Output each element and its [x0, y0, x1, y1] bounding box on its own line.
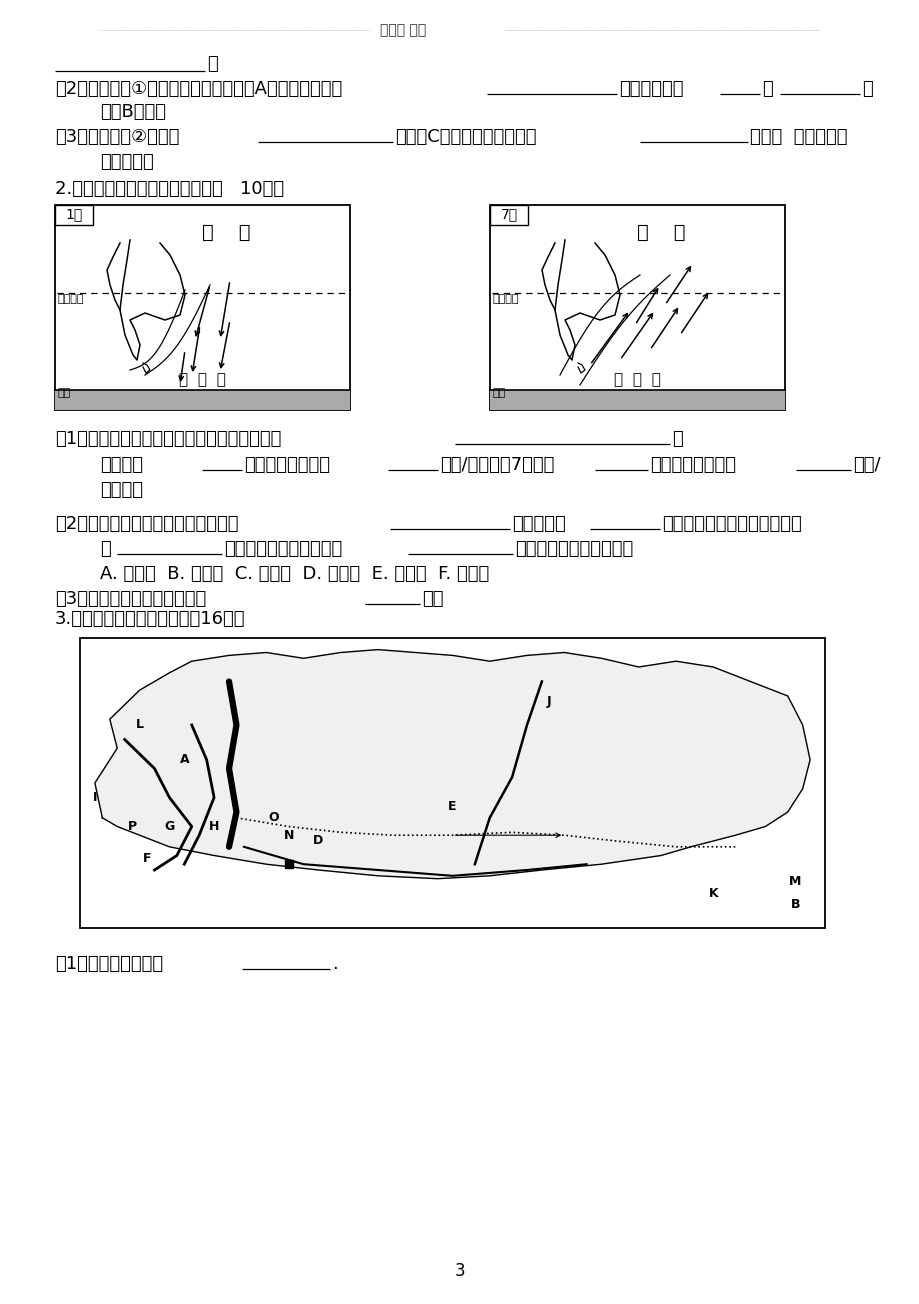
- Bar: [55, 205, 349, 409]
- Text: 赤道: 赤道: [58, 389, 71, 398]
- Text: H: H: [209, 820, 219, 833]
- Text: E: E: [448, 799, 456, 812]
- Text: O: O: [268, 811, 278, 824]
- Text: （字母）时会造成旱灾。: （字母）时会造成旱灾。: [515, 540, 632, 558]
- Text: 印  度  洋: 印 度 洋: [613, 372, 660, 387]
- Bar: [55, 205, 93, 226]
- Text: 亚    洲: 亚 洲: [201, 223, 250, 243]
- Text: 风: 风: [100, 540, 110, 558]
- Text: ，这是由于: ，这是由于: [512, 515, 565, 533]
- Text: 2.读《南亚季风风向》图，回答（   10分）: 2.读《南亚季风风向》图，回答（ 10分）: [55, 180, 284, 198]
- Text: （字母）时会造成洪灾，: （字母）时会造成洪灾，: [223, 540, 342, 558]
- Text: 雨）季。: 雨）季。: [100, 481, 142, 499]
- Bar: [490, 205, 784, 409]
- Text: （3）图中航线②可以从: （3）图中航线②可以从: [55, 128, 179, 146]
- Text: （2）目前威胁印度最大的气象灾害是: （2）目前威胁印度最大的气象灾害是: [55, 515, 238, 533]
- Text: 印  度  洋: 印 度 洋: [179, 372, 226, 387]
- Bar: [55, 390, 349, 409]
- Bar: [490, 205, 528, 226]
- Text: F: F: [142, 852, 151, 865]
- Text: 运河，可到达: 运河，可到达: [618, 80, 683, 98]
- Text: （矿产  ）到东亚的: （矿产 ）到东亚的: [749, 128, 846, 146]
- Text: 赤道: 赤道: [493, 389, 505, 398]
- Text: 。: 。: [671, 430, 682, 449]
- Text: （3）印度人口总量位居世界第: （3）印度人口总量位居世界第: [55, 589, 206, 608]
- Text: 。: 。: [861, 80, 872, 98]
- Text: 北回归线: 北回归线: [58, 295, 85, 304]
- Text: A: A: [179, 754, 189, 767]
- Polygon shape: [95, 649, 810, 879]
- Text: 风的活动不正常导致的。当该: 风的活动不正常导致的。当该: [662, 515, 800, 533]
- Text: D: D: [313, 835, 323, 848]
- Text: （1）印度以热带季风气候为主，其气候特点是: （1）印度以热带季风气候为主，其气候特点是: [55, 430, 281, 449]
- Text: 3.读俄罗斯图，回答问题。（16分）: 3.读俄罗斯图，回答问题。（16分）: [55, 610, 245, 629]
- Text: 1月: 1月: [65, 207, 83, 220]
- Text: A. 势力强  B. 势力弱  C. 来得早  D. 来得晚  E. 退得早  F. 退得晚: A. 势力强 B. 势力弱 C. 来得早 D. 来得晚 E. 退得早 F. 退得…: [100, 565, 489, 583]
- Text: （2）图中航线①从我国沿海出发，经过A海峡后，向西经: （2）图中航线①从我国沿海出发，经过A海峡后，向西经: [55, 80, 342, 98]
- Text: （早/: （早/: [852, 456, 879, 473]
- Text: J: J: [547, 695, 551, 708]
- Text: 北回归线: 北回归线: [493, 295, 519, 304]
- Text: I: I: [93, 792, 97, 805]
- Text: 7月: 7月: [500, 207, 517, 220]
- Text: 位。: 位。: [422, 589, 443, 608]
- Text: （国家）。: （国家）。: [100, 153, 153, 171]
- Text: P: P: [128, 820, 137, 833]
- Text: 一月盛行: 一月盛行: [100, 456, 142, 473]
- Text: N: N: [283, 829, 293, 841]
- Text: .: .: [332, 955, 337, 973]
- Text: 地区（C处海湾）运输大量的: 地区（C处海湾）运输大量的: [394, 128, 536, 146]
- Text: K: K: [708, 887, 718, 900]
- Text: 3: 3: [454, 1262, 465, 1281]
- Text: G: G: [165, 820, 175, 833]
- Text: （旱/雨）季；7月盛行: （旱/雨）季；7月盛行: [439, 456, 554, 473]
- Text: （1）图中山脉名称是: （1）图中山脉名称是: [55, 955, 163, 973]
- Text: 名校名 推荐: 名校名 推荐: [380, 23, 425, 37]
- Text: M: M: [789, 875, 800, 888]
- Text: ＿: ＿: [761, 80, 772, 98]
- Text: 亚    洲: 亚 洲: [636, 223, 685, 243]
- Bar: [490, 390, 784, 409]
- Text: 风，此时是印度的: 风，此时是印度的: [244, 456, 330, 473]
- Text: 。: 。: [207, 55, 218, 73]
- Text: L: L: [135, 719, 143, 732]
- Text: B: B: [789, 898, 800, 911]
- Text: 海（B处）。: 海（B处）。: [100, 103, 165, 121]
- Bar: [284, 861, 292, 868]
- Text: 风，此时是印度的: 风，此时是印度的: [650, 456, 735, 473]
- Bar: [80, 638, 824, 928]
